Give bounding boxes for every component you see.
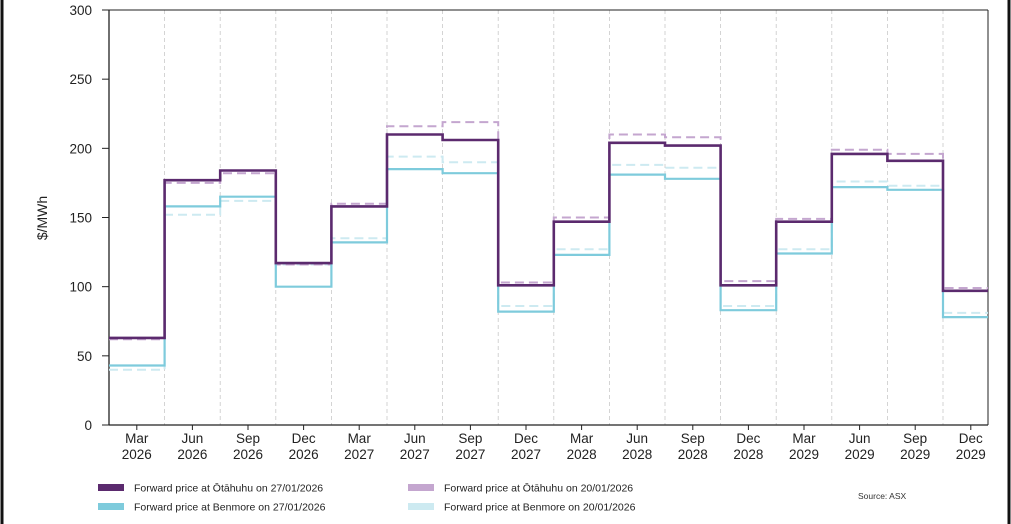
x-tick-label-year: 2027	[344, 447, 374, 462]
x-tick-label-month: Dec	[736, 431, 760, 446]
y-tick-label: 200	[69, 141, 92, 156]
y-tick-label: 300	[69, 3, 92, 18]
x-tick-label-year: 2029	[845, 447, 875, 462]
x-tick-label-month: Sep	[681, 431, 705, 446]
x-tick-label-year: 2028	[733, 447, 763, 462]
x-tick-label-month: Dec	[959, 431, 983, 446]
x-tick-label-month: Mar	[570, 431, 594, 446]
x-tick-label-month: Mar	[792, 431, 816, 446]
x-tick-label-month: Sep	[458, 431, 482, 446]
x-tick-label-year: 2026	[122, 447, 152, 462]
source-note: Source: ASX	[858, 491, 907, 501]
legend: Forward price at Ōtāhuhu on 27/01/2026 Fo…	[98, 483, 636, 514]
y-tick-label: 250	[69, 72, 92, 87]
x-tick-label-year: 2027	[511, 447, 541, 462]
legend-label: Forward price at Benmore on 27/01/2026	[134, 502, 326, 514]
x-tick-label-year: 2028	[622, 447, 652, 462]
legend-label: Forward price at Ōtāhuhu on 27/01/2026	[134, 483, 323, 495]
x-tick-label-year: 2027	[455, 447, 485, 462]
x-tick-label-year: 2029	[789, 447, 819, 462]
x-tick-label-year: 2026	[289, 447, 319, 462]
legend-label: Forward price at Benmore on 20/01/2026	[444, 502, 636, 514]
x-tick-label-month: Mar	[125, 431, 149, 446]
x-tick-label-month: Jun	[849, 431, 871, 446]
x-tick-label-month: Sep	[236, 431, 260, 446]
legend-swatch	[98, 503, 124, 510]
legend-swatch	[408, 484, 434, 491]
x-tick-label-month: Jun	[404, 431, 426, 446]
x-axis-ticks: Mar2026Jun2026Sep2026Dec2026Mar2027Jun20…	[122, 425, 986, 462]
y-tick-label: 0	[84, 418, 92, 433]
legend-label: Forward price at Ōtāhuhu on 20/01/2026	[444, 483, 633, 495]
y-tick-label: 50	[77, 349, 92, 364]
series-line-0	[109, 133, 988, 340]
y-tick-label: 100	[69, 280, 92, 295]
legend-swatch	[98, 484, 124, 491]
legend-swatch	[408, 503, 434, 510]
x-tick-label-month: Dec	[514, 431, 538, 446]
x-tick-label-month: Sep	[903, 431, 927, 446]
x-tick-label-year: 2026	[177, 447, 207, 462]
x-tick-label-year: 2029	[900, 447, 930, 462]
x-tick-label-year: 2029	[956, 447, 986, 462]
y-axis-ticks: 0 50 100 150 200 250 300	[69, 3, 109, 433]
y-tick-label: 150	[69, 211, 92, 226]
x-tick-label-year: 2028	[567, 447, 597, 462]
x-tick-label-year: 2028	[678, 447, 708, 462]
x-tick-label-month: Mar	[348, 431, 372, 446]
y-axis-label: $/MWh	[34, 196, 50, 240]
x-tick-label-year: 2026	[233, 447, 263, 462]
x-tick-label-month: Jun	[626, 431, 648, 446]
x-tick-label-month: Jun	[182, 431, 204, 446]
x-tick-label-year: 2027	[400, 447, 430, 462]
x-tick-label-month: Dec	[292, 431, 316, 446]
series-layer	[109, 121, 988, 371]
